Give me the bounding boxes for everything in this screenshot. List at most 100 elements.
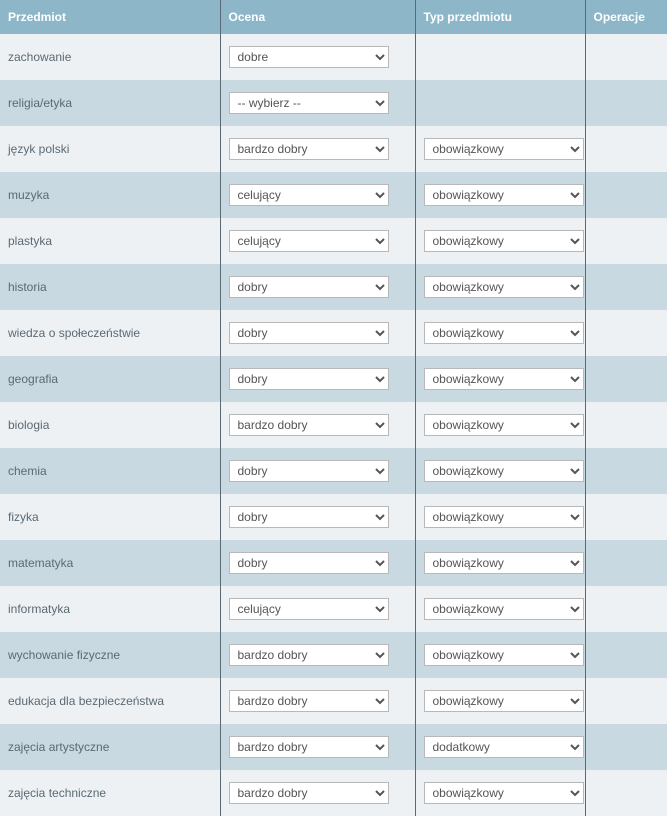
grade-cell: dobry bbox=[220, 356, 415, 402]
table-body: zachowaniedobrereligia/etyka -- wybierz -… bbox=[0, 34, 667, 816]
grade-select[interactable]: dobry bbox=[229, 276, 389, 298]
ops-cell bbox=[585, 126, 667, 172]
grade-select[interactable]: celujący bbox=[229, 230, 389, 252]
grade-cell: dobre bbox=[220, 34, 415, 80]
table-row: zajęcia artystyczne bardzo dobry dodatkowy bbox=[0, 724, 667, 770]
ops-cell bbox=[585, 770, 667, 816]
ops-cell bbox=[585, 494, 667, 540]
ops-cell bbox=[585, 218, 667, 264]
subject-cell: wychowanie fizyczne bbox=[0, 632, 220, 678]
table-row: matematyka dobry obowiązkowy bbox=[0, 540, 667, 586]
header-subject: Przedmiot bbox=[0, 0, 220, 34]
grade-select[interactable]: dobry bbox=[229, 552, 389, 574]
ops-cell bbox=[585, 356, 667, 402]
grade-cell: -- wybierz -- bbox=[220, 80, 415, 126]
type-cell: obowiązkowy bbox=[415, 586, 585, 632]
grade-select[interactable]: bardzo dobry bbox=[229, 782, 389, 804]
ops-cell bbox=[585, 34, 667, 80]
grade-cell: dobry bbox=[220, 264, 415, 310]
subject-cell: zajęcia artystyczne bbox=[0, 724, 220, 770]
grade-cell: bardzo dobry bbox=[220, 126, 415, 172]
table-row: wychowanie fizyczne bardzo dobry obowiązko… bbox=[0, 632, 667, 678]
grade-select[interactable]: bardzo dobry bbox=[229, 736, 389, 758]
grade-cell: celujący bbox=[220, 586, 415, 632]
ops-cell bbox=[585, 586, 667, 632]
table-row: zajęcia techniczne bardzo dobry obowiązkow… bbox=[0, 770, 667, 816]
grade-select[interactable]: dobre bbox=[229, 46, 389, 68]
type-select[interactable]: obowiązkowy bbox=[424, 552, 584, 574]
type-select[interactable]: obowiązkowy bbox=[424, 598, 584, 620]
type-select[interactable]: obowiązkowy bbox=[424, 230, 584, 252]
type-select[interactable]: obowiązkowy bbox=[424, 690, 584, 712]
subject-cell: informatyka bbox=[0, 586, 220, 632]
table-row: geografiadobryobowiązkowy bbox=[0, 356, 667, 402]
type-select[interactable]: dodatkowy bbox=[424, 736, 584, 758]
ops-cell bbox=[585, 678, 667, 724]
table-row: wiedza o społeczeństwie dobry obowiązkowy bbox=[0, 310, 667, 356]
type-cell: obowiązkowy bbox=[415, 218, 585, 264]
type-cell: obowiązkowy bbox=[415, 356, 585, 402]
table-row: edukacja dla bezpieczeństwa bardzo dobry o… bbox=[0, 678, 667, 724]
grade-cell: dobry bbox=[220, 540, 415, 586]
type-select[interactable]: obowiązkowy bbox=[424, 276, 584, 298]
ops-cell bbox=[585, 540, 667, 586]
grade-select[interactable]: dobry bbox=[229, 322, 389, 344]
grade-cell: bardzo dobry bbox=[220, 402, 415, 448]
grade-select[interactable]: celujący bbox=[229, 598, 389, 620]
grade-select[interactable]: dobry bbox=[229, 368, 389, 390]
header-ops: Operacje bbox=[585, 0, 667, 34]
subject-cell: matematyka bbox=[0, 540, 220, 586]
grade-select[interactable]: bardzo dobry bbox=[229, 138, 389, 160]
type-select[interactable]: obowiązkowy bbox=[424, 506, 584, 528]
ops-cell bbox=[585, 724, 667, 770]
type-select[interactable]: obowiązkowy bbox=[424, 368, 584, 390]
grade-select[interactable]: dobry bbox=[229, 460, 389, 482]
grade-cell: bardzo dobry bbox=[220, 632, 415, 678]
table-row: zachowaniedobre bbox=[0, 34, 667, 80]
header-type: Typ przedmiotu bbox=[415, 0, 585, 34]
subject-cell: fizyka bbox=[0, 494, 220, 540]
type-cell: obowiązkowy bbox=[415, 126, 585, 172]
subject-cell: historia bbox=[0, 264, 220, 310]
table-row: chemiadobryobowiązkowy bbox=[0, 448, 667, 494]
table-row: fizyka dobry obowiązkowy bbox=[0, 494, 667, 540]
grade-select[interactable]: dobry bbox=[229, 506, 389, 528]
subject-cell: plastyka bbox=[0, 218, 220, 264]
type-select[interactable]: obowiązkowy bbox=[424, 138, 584, 160]
subject-cell: biologia bbox=[0, 402, 220, 448]
subject-cell: język polski bbox=[0, 126, 220, 172]
type-select[interactable]: obowiązkowy bbox=[424, 414, 584, 436]
grade-select[interactable]: bardzo dobry bbox=[229, 690, 389, 712]
grade-cell: dobry bbox=[220, 448, 415, 494]
grade-select[interactable]: celujący bbox=[229, 184, 389, 206]
table-row: biologia bardzo dobry obowiązkowy bbox=[0, 402, 667, 448]
grade-cell: celujący bbox=[220, 218, 415, 264]
subject-cell: muzyka bbox=[0, 172, 220, 218]
ops-cell bbox=[585, 448, 667, 494]
type-cell: obowiązkowy bbox=[415, 172, 585, 218]
grade-cell: bardzo dobry bbox=[220, 770, 415, 816]
type-select[interactable]: obowiązkowy bbox=[424, 460, 584, 482]
subject-cell: zajęcia techniczne bbox=[0, 770, 220, 816]
grade-select[interactable]: -- wybierz -- bbox=[229, 92, 389, 114]
subject-cell: edukacja dla bezpieczeństwa bbox=[0, 678, 220, 724]
type-cell: obowiązkowy bbox=[415, 632, 585, 678]
type-cell: obowiązkowy bbox=[415, 540, 585, 586]
grade-cell: bardzo dobry bbox=[220, 724, 415, 770]
type-cell: obowiązkowy bbox=[415, 494, 585, 540]
type-cell bbox=[415, 34, 585, 80]
subject-cell: religia/etyka bbox=[0, 80, 220, 126]
subject-cell: wiedza o społeczeństwie bbox=[0, 310, 220, 356]
type-select[interactable]: obowiązkowy bbox=[424, 644, 584, 666]
type-cell: obowiązkowy bbox=[415, 678, 585, 724]
ops-cell bbox=[585, 264, 667, 310]
grade-select[interactable]: bardzo dobry bbox=[229, 414, 389, 436]
table-row: język polski bardzo dobry obowiązkowy bbox=[0, 126, 667, 172]
table-row: informatyka celujący obowiązkowy bbox=[0, 586, 667, 632]
ops-cell bbox=[585, 172, 667, 218]
type-cell: obowiązkowy bbox=[415, 402, 585, 448]
type-select[interactable]: obowiązkowy bbox=[424, 184, 584, 206]
type-select[interactable]: obowiązkowy bbox=[424, 322, 584, 344]
grade-select[interactable]: bardzo dobry bbox=[229, 644, 389, 666]
type-select[interactable]: obowiązkowy bbox=[424, 782, 584, 804]
